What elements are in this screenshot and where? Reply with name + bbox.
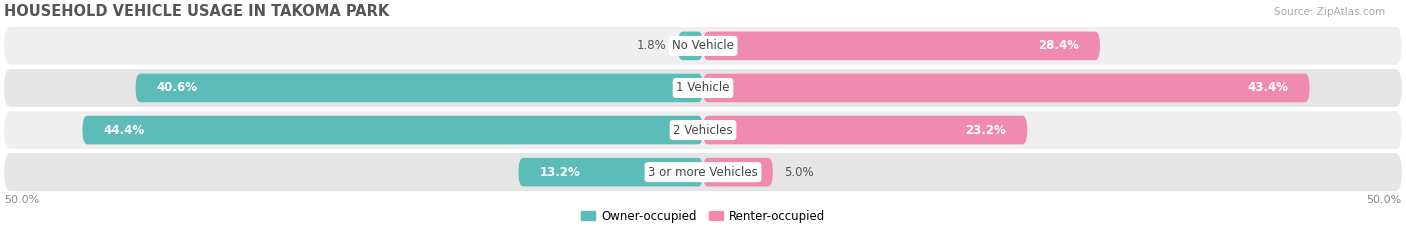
FancyBboxPatch shape [4, 69, 1402, 107]
Text: Source: ZipAtlas.com: Source: ZipAtlas.com [1274, 7, 1385, 17]
FancyBboxPatch shape [4, 153, 1402, 191]
Text: 50.0%: 50.0% [4, 195, 39, 205]
Text: HOUSEHOLD VEHICLE USAGE IN TAKOMA PARK: HOUSEHOLD VEHICLE USAGE IN TAKOMA PARK [4, 4, 389, 19]
Text: 23.2%: 23.2% [966, 123, 1007, 137]
FancyBboxPatch shape [4, 27, 1402, 65]
FancyBboxPatch shape [703, 116, 1028, 144]
FancyBboxPatch shape [703, 158, 773, 186]
Text: 2 Vehicles: 2 Vehicles [673, 123, 733, 137]
FancyBboxPatch shape [703, 32, 1099, 60]
Text: 40.6%: 40.6% [156, 82, 197, 94]
FancyBboxPatch shape [135, 74, 703, 102]
FancyBboxPatch shape [83, 116, 703, 144]
Text: 1.8%: 1.8% [637, 39, 666, 52]
FancyBboxPatch shape [4, 111, 1402, 149]
Text: 28.4%: 28.4% [1038, 39, 1078, 52]
Text: 13.2%: 13.2% [540, 166, 581, 179]
Text: 5.0%: 5.0% [785, 166, 814, 179]
Text: 3 or more Vehicles: 3 or more Vehicles [648, 166, 758, 179]
FancyBboxPatch shape [703, 74, 1309, 102]
Text: 50.0%: 50.0% [1367, 195, 1402, 205]
Text: 44.4%: 44.4% [104, 123, 145, 137]
Legend: Owner-occupied, Renter-occupied: Owner-occupied, Renter-occupied [576, 205, 830, 227]
FancyBboxPatch shape [519, 158, 703, 186]
FancyBboxPatch shape [678, 32, 703, 60]
Text: No Vehicle: No Vehicle [672, 39, 734, 52]
Text: 43.4%: 43.4% [1247, 82, 1289, 94]
Text: 1 Vehicle: 1 Vehicle [676, 82, 730, 94]
